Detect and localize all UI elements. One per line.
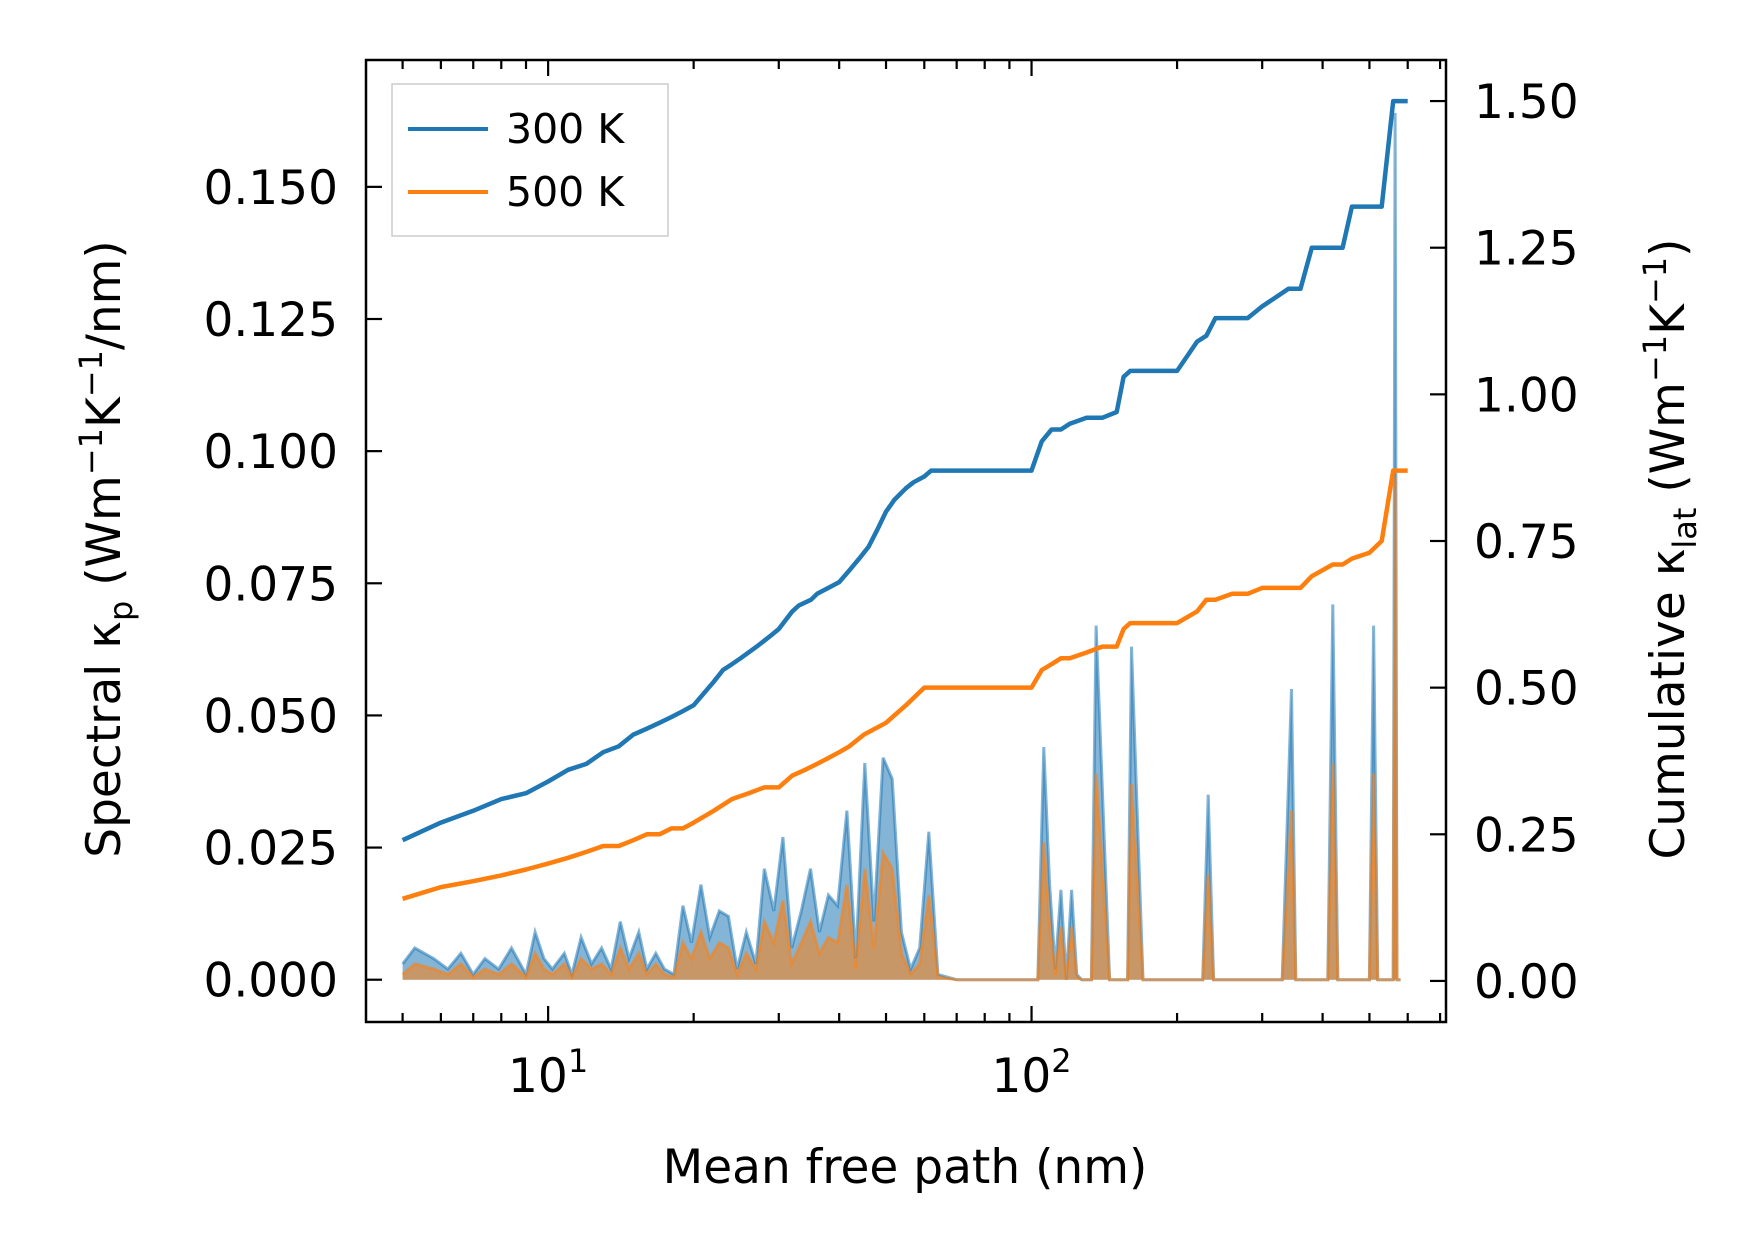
x-axis-title: Mean free path (nm) — [663, 1140, 1148, 1195]
spectral-line-300k — [401, 112, 1401, 982]
y-left-tick-label: 0.000 — [203, 954, 338, 1009]
y-right-tick-label: 1.25 — [1474, 222, 1579, 277]
y-right-tick-label: 0.25 — [1474, 808, 1579, 863]
axis-labels: Mean free path (nm) Spectral κp (Wm−1K−1… — [72, 238, 1704, 1195]
y-right-tick-label: 1.50 — [1474, 75, 1579, 130]
y-right-tick-label: 0.50 — [1474, 662, 1579, 717]
y-left-tick-label: 0.125 — [203, 293, 338, 348]
x-tick-label-exponent: 2 — [1051, 1042, 1071, 1080]
plot-area — [401, 98, 1408, 982]
legend-box — [391, 83, 669, 237]
y-right-tick-label: 0.75 — [1474, 515, 1579, 570]
x-tick-label: 101 — [508, 1042, 588, 1104]
x-tick-label: 102 — [991, 1042, 1071, 1104]
spectral-area-500k — [402, 477, 1401, 980]
spectral-line-500k — [401, 477, 1401, 982]
spectral-area-300k — [402, 112, 1401, 980]
y-left-axis-title: Spectral κp (Wm−1K−1/nm) — [72, 240, 140, 857]
y-left-tick-label: 0.075 — [203, 557, 338, 612]
y-left-tick-label: 0.050 — [203, 689, 338, 744]
y-right-tick-label: 0.00 — [1474, 955, 1579, 1010]
y-left-tick-label: 0.100 — [203, 425, 338, 480]
cumulative-line-500k — [401, 468, 1408, 901]
cumulative-line-300k — [401, 98, 1408, 843]
y-left-tick-label: 0.150 — [203, 161, 338, 216]
legend-label-300k: 300 K — [506, 105, 625, 153]
x-tick-label-exponent: 1 — [568, 1042, 588, 1080]
y-left-tick-label: 0.025 — [203, 822, 338, 877]
legend-label-500k: 500 K — [506, 168, 625, 216]
y-right-axis-title: Cumulative κlat (Wm−1K−1) — [1636, 238, 1704, 859]
axes: 101 102 0.000 0.025 0.050 0.075 0.100 0.125 0.15… — [203, 58, 1579, 1104]
legend: 300 K 500 K — [391, 83, 669, 237]
y-right-tick-label: 1.00 — [1474, 368, 1579, 423]
